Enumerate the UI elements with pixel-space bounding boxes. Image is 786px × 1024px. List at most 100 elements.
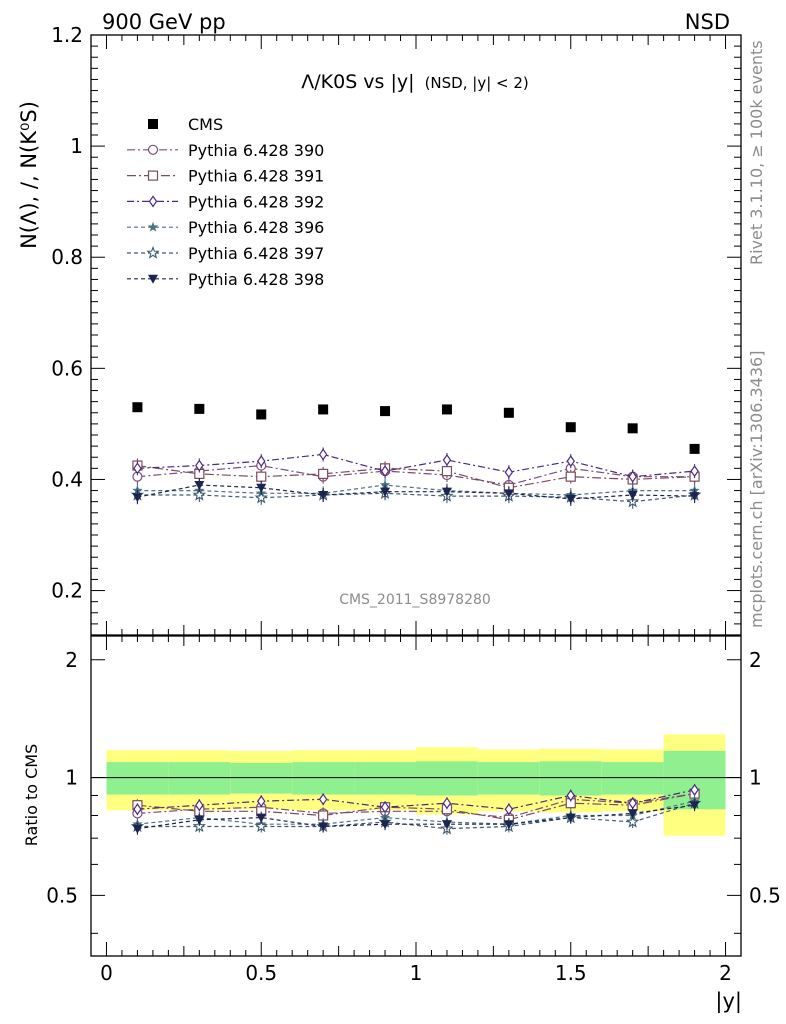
mc-point [256,483,267,493]
ratio-point [503,820,514,830]
main-title: Λ/K0S vs |y| [301,71,414,93]
main-y-tick-label: 1.2 [51,23,83,47]
ratio-series-line [137,804,695,830]
series-line [137,492,695,503]
legend-label: Pythia 6.428 392 [188,192,324,211]
ratio-point [441,820,452,830]
legend-marker [147,170,159,181]
main-y-tick-label: 0.4 [51,467,83,491]
x-tick-label: 0 [100,961,113,985]
mc-point [627,491,638,500]
mc-point [194,481,205,490]
main-y-tick-label: 0.6 [51,356,83,380]
main-y-tick-label: 1 [70,134,83,158]
ratio-point [504,803,514,816]
ratio-point [380,820,391,830]
mc-point [442,453,452,467]
ratio-uncertainty-bands [106,734,726,836]
mc-point [257,455,266,468]
mc-point [256,471,267,482]
x-tick-label: 1.5 [555,961,587,985]
ratio-point [627,809,638,819]
mc-point [689,492,700,502]
mc-point [254,490,268,504]
axis-ticks: 0 0.5 1 1.5 2 0.2 0.4 0.6 0.8 1 1.2 0.5 0.5 1 1 2 2 [46,23,781,985]
mc-point [380,487,391,497]
legend: CMS Pythia 6.428 390 Pythia 6.428 391 Pythi… [127,115,324,289]
legend-marker [146,245,160,259]
ratio-point [132,824,143,834]
main-y-axis-label: N(Λ), /, N(K⁰S) [17,101,41,249]
ratio-point [194,815,205,825]
ratio-series-line [137,802,695,830]
legend-label: Pythia 6.428 391 [188,167,324,186]
ratio-series-line [137,800,695,825]
ratio-series-line [137,793,695,821]
ratio-point [133,803,142,816]
ratio-inner-band [354,762,416,795]
mc-point [503,489,514,499]
ratio-inner-band [168,762,231,795]
ratio-y-tick-label-left: 1 [65,766,78,790]
data-point [565,422,576,433]
mc-point [566,455,575,468]
legend-marker [148,195,158,208]
ratio-point [257,795,266,808]
mc-point [318,491,329,500]
ratio-point [254,819,268,833]
x-tick-label: 2 [719,961,732,985]
ratio-y-tick-label-left: 2 [65,648,78,672]
ratio-point [690,783,699,796]
mc-point [192,487,207,501]
main-title-suffix: (NSD, |y| < 2) [425,74,529,92]
ratio-point [565,813,576,823]
ratio-point [318,822,329,832]
rivet-version-label: Rivet 3.1.10, ≥ 100k events [747,40,766,265]
source-label: mcplots.cern.ch [arXiv:1306.3436] [747,351,766,628]
ratio-point [625,814,640,828]
data-point [318,404,329,415]
ratio-point [256,813,267,823]
process-label: NSD [685,10,730,34]
data-point [194,403,205,414]
x-tick-label: 0.5 [245,961,277,985]
series-line [137,453,695,478]
ratio-inner-band [230,762,293,794]
ratio-series-line [137,793,695,819]
mc-point [318,448,328,461]
ratio-point [566,789,575,802]
data-point [380,406,391,417]
legend-label: CMS [188,115,223,134]
mc-point [133,462,142,475]
series-line [137,465,695,489]
ratio-y-tick-label-right: 1 [749,766,762,790]
mc-point [379,479,391,490]
main-title-group: Λ/K0S vs |y| (NSD, |y| < 2) [301,71,529,93]
mc-point [132,493,143,503]
mc-point [565,471,576,482]
data-point [689,443,700,454]
mc-point [628,470,637,483]
legend-marker [147,144,159,155]
legend-label: Pythia 6.428 390 [188,141,324,160]
ratio-inner-band [477,762,540,795]
mc-point [441,487,452,497]
ratio-point [195,799,204,812]
ratio-point [318,793,328,806]
data-point [441,404,452,415]
mc-point [441,466,453,477]
ratio-y-axis-label: Ratio to CMS [22,744,41,846]
ratio-point [192,819,207,833]
main-y-tick-label: 0.2 [51,579,83,603]
mc-point [195,459,204,472]
data-point [132,402,143,413]
analysis-id-label: CMS_2011_S8978280 [339,592,491,608]
ratio-y-tick-label-right: 2 [749,648,762,672]
ratio-inner-band [292,762,355,795]
series-line [137,464,695,486]
x-axis-label: |y| [715,989,742,1014]
ratio-inner-band [416,761,478,796]
ratio-y-tick-label-left: 0.5 [46,883,78,907]
series-line [137,484,695,500]
